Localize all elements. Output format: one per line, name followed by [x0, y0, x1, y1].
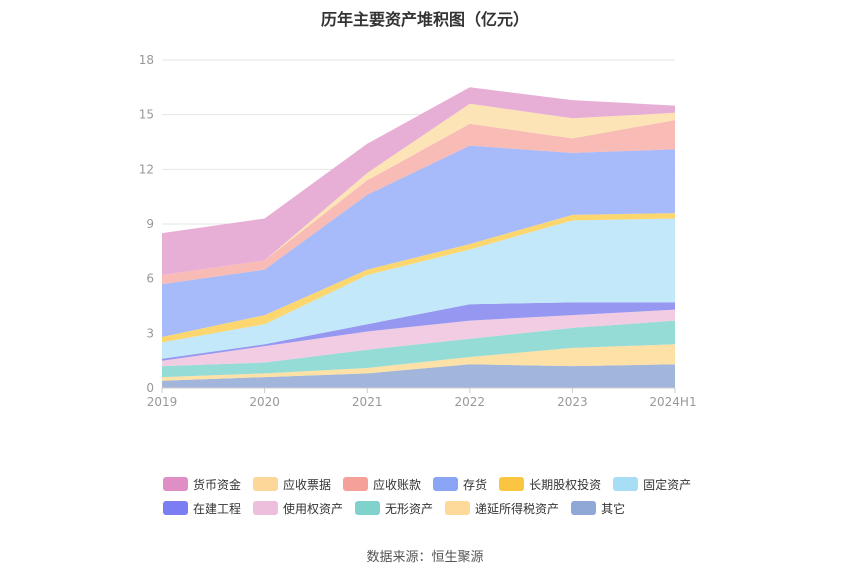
y-tick-label: 18: [139, 53, 154, 67]
x-tick-label: 2024H1: [649, 395, 696, 409]
legend-label: 使用权资产: [283, 501, 344, 516]
legend-swatch: [253, 477, 279, 491]
legend-label: 无形资产: [385, 501, 434, 516]
legend-label: 应收账款: [373, 477, 422, 492]
legend-swatch: [343, 477, 369, 491]
legend-item[interactable]: 货币资金: [163, 476, 241, 493]
legend-label: 长期股权投资: [529, 477, 602, 492]
legend-label: 应收票据: [283, 477, 332, 492]
area-series-8: [162, 120, 675, 285]
x-tick-label: 2020: [249, 395, 280, 409]
legend-label: 在建工程: [193, 501, 242, 516]
area-series-2: [162, 320, 675, 378]
legend-item[interactable]: 在建工程: [163, 500, 241, 517]
legend-swatch: [571, 501, 597, 515]
area-series-5: [162, 218, 675, 359]
y-tick-label: 0: [146, 381, 154, 395]
legend-swatch: [433, 477, 459, 491]
legend-label: 固定资产: [643, 477, 692, 492]
legend-swatch: [355, 501, 381, 515]
legend-swatch: [445, 501, 471, 515]
area-series-4: [162, 302, 675, 361]
y-tick-label: 6: [146, 272, 154, 286]
legend-item[interactable]: 固定资产: [613, 476, 691, 493]
legend-item[interactable]: 存货: [433, 476, 487, 493]
area-series-3: [162, 309, 675, 367]
legend-label: 货币资金: [193, 477, 242, 492]
legend-swatch: [163, 477, 188, 491]
y-tick-label: 3: [146, 326, 154, 340]
legend-label: 递延所得税资产: [475, 501, 560, 516]
x-tick-label: 2021: [352, 395, 383, 409]
area-series-7: [162, 145, 675, 337]
legend-item[interactable]: 无形资产: [355, 500, 433, 517]
x-tick-label: 2019: [147, 395, 178, 409]
legend-row-2: 在建工程 使用权资产 无形资产 递延所得税资产 其它: [163, 496, 723, 520]
x-tick-label: 2022: [455, 395, 486, 409]
legend-item[interactable]: 应收账款: [343, 476, 421, 493]
legend-swatch: [253, 501, 279, 515]
legend-item[interactable]: 使用权资产: [253, 500, 343, 517]
legend-item[interactable]: 应收票据: [253, 476, 331, 493]
area-series-9: [162, 103, 675, 275]
data-source: 数据来源：恒生聚源: [366, 550, 484, 565]
legend-label: 其它: [601, 501, 626, 516]
chart-legend: 货币资金 应收票据 应收账款 存货 长期股权投资 固定资产 在建工程 使用权资产 无形资产 递延…: [163, 472, 723, 520]
legend-swatch: [163, 501, 188, 515]
legend-swatch: [613, 477, 639, 491]
area-series-0: [162, 364, 675, 388]
legend-item[interactable]: 长期股权投资: [499, 476, 601, 493]
area-series-6: [162, 213, 675, 343]
chart-title: 历年主要资产堆积图（亿元）: [320, 10, 529, 29]
area-series-10: [162, 87, 675, 275]
y-tick-label: 12: [139, 162, 154, 176]
y-tick-label: 15: [139, 108, 154, 122]
legend-row-1: 货币资金 应收票据 应收账款 存货 长期股权投资 固定资产: [163, 472, 723, 496]
legend-label: 存货: [463, 477, 488, 492]
legend-item[interactable]: 其它: [571, 500, 625, 517]
x-tick-label: 2023: [557, 395, 588, 409]
legend-item[interactable]: 递延所得税资产: [445, 500, 559, 517]
y-tick-label: 9: [146, 217, 154, 231]
legend-swatch: [499, 477, 525, 491]
